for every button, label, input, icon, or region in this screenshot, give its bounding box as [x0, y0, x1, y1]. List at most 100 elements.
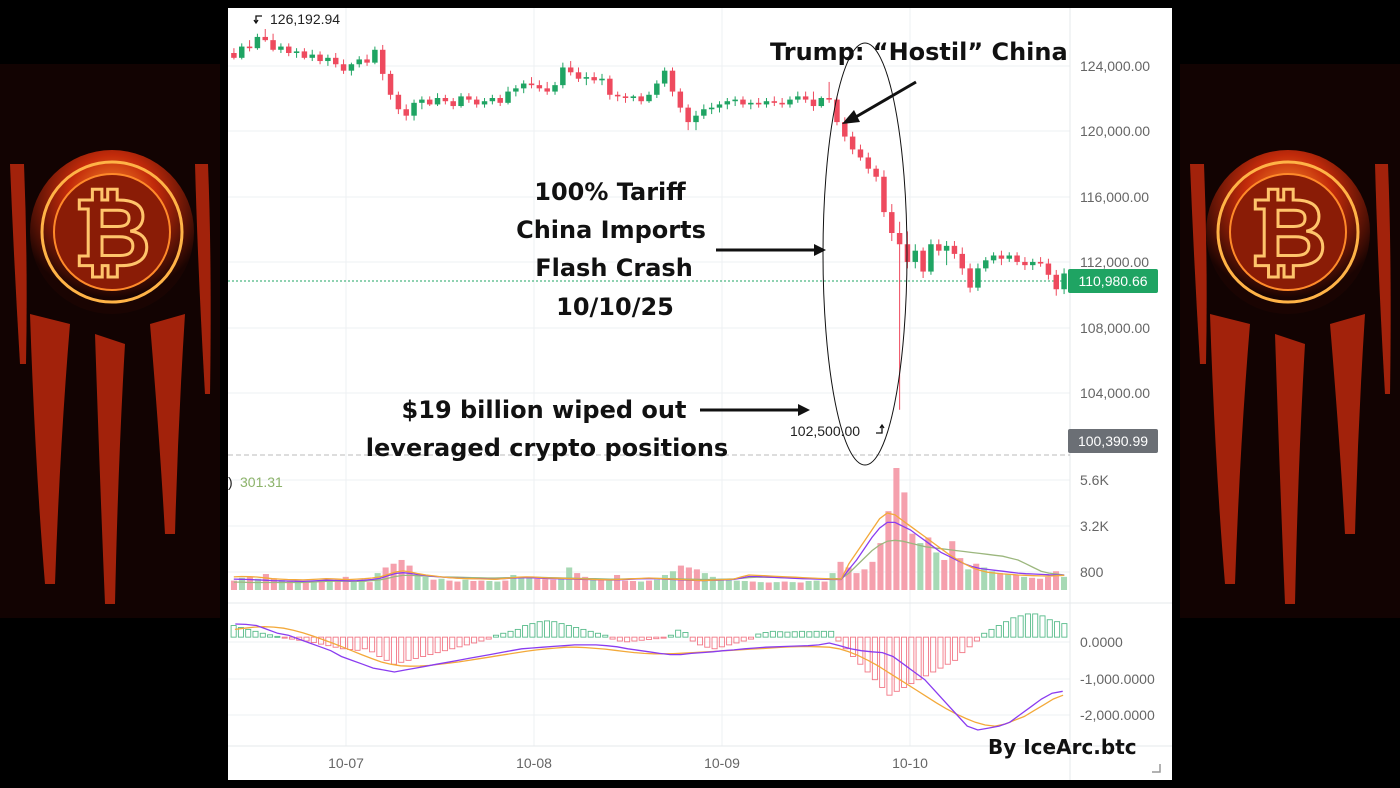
- macd-histogram-bar: [667, 634, 674, 638]
- volume-bar: [278, 580, 285, 590]
- macd-histogram-bar: [1054, 621, 1061, 638]
- candle-body: [810, 99, 817, 107]
- volume-bar: [414, 574, 421, 590]
- volume-pane: [230, 468, 1068, 590]
- volume-bar: [829, 573, 836, 590]
- candle-body: [998, 255, 1005, 259]
- macd-histogram-bar: [456, 636, 463, 648]
- candle-body: [1022, 261, 1028, 266]
- volume-bar: [933, 552, 940, 590]
- candle-body: [951, 245, 958, 254]
- low-marker: 102,500.00: [790, 423, 885, 439]
- macd-histogram-bar: [828, 630, 835, 638]
- candle-body: [434, 98, 441, 105]
- macd-histogram-bar: [1010, 617, 1017, 638]
- volume-bar: [478, 580, 485, 590]
- candle-body: [332, 57, 339, 65]
- macd-histogram-bar: [777, 631, 784, 638]
- macd-histogram-bar: [718, 636, 725, 648]
- volume-bar: [286, 581, 293, 590]
- macd-histogram-bar: [886, 636, 893, 696]
- volume-bar: [885, 511, 892, 590]
- volume-bar: [893, 468, 900, 590]
- candle-body: [411, 102, 417, 116]
- macd-histogram-bar: [908, 636, 915, 685]
- annotation-wiped-line: leveraged crypto positions: [366, 434, 728, 462]
- candle-body: [693, 115, 699, 123]
- volume-bar: [821, 581, 828, 590]
- arrow-up-right-icon: [876, 423, 885, 434]
- macd-histogram-bar: [930, 636, 937, 673]
- volume-bar: [637, 581, 645, 590]
- candle-body: [513, 88, 519, 92]
- volume-ma-line: [233, 521, 1065, 583]
- macd-histogram-bar: [259, 632, 266, 638]
- macd-histogram-bar: [434, 636, 441, 654]
- volume-bar: [270, 578, 277, 590]
- volume-legend-paren: ): [228, 474, 233, 490]
- volume-bar: [981, 567, 988, 590]
- candle-body: [802, 96, 809, 100]
- volume-bar: [598, 579, 605, 590]
- candle-body: [889, 212, 895, 233]
- candle-body: [239, 46, 245, 58]
- x-tick: 10-08: [516, 755, 552, 771]
- macd-tick: -2,000.0000: [1080, 707, 1155, 723]
- candle-body: [630, 96, 637, 98]
- volume-bar: [294, 580, 301, 590]
- macd-histogram-bar: [689, 636, 696, 642]
- volume-legend-value: 301.31: [240, 474, 283, 490]
- macd-line: [235, 623, 1063, 731]
- volume-bar: [997, 573, 1004, 590]
- volume-bar: [470, 580, 477, 590]
- candle-body: [748, 102, 754, 105]
- candle-body: [865, 157, 872, 169]
- macd-histogram-bar: [354, 636, 361, 651]
- candle-body: [372, 49, 378, 63]
- candle-body: [426, 99, 433, 105]
- volume-bar: [853, 573, 860, 590]
- candle-body: [567, 67, 574, 73]
- annotation-wiped-line: $19 billion wiped out: [402, 396, 687, 424]
- candle-body: [560, 67, 566, 86]
- volume-bar: [342, 576, 349, 590]
- candle-body: [591, 77, 597, 81]
- volume-bar: [486, 580, 493, 590]
- volume-bar: [534, 578, 541, 590]
- candle-body: [450, 101, 456, 107]
- resize-corner-icon[interactable]: [1152, 764, 1161, 773]
- candle-body: [677, 91, 684, 108]
- macd-histogram-bar: [835, 636, 842, 642]
- candle-body: [638, 96, 644, 102]
- volume-tick: 3.2K: [1080, 518, 1109, 534]
- candle-body: [466, 96, 472, 100]
- volume-bar: [334, 579, 341, 590]
- current-price-label: 110,980.66: [1078, 273, 1147, 289]
- macd-histogram-bar: [704, 636, 711, 648]
- candle-body: [920, 250, 926, 272]
- macd-histogram-bar: [952, 636, 959, 661]
- volume-bar: [941, 559, 948, 590]
- annotation-tariff-line: China Imports: [516, 216, 706, 244]
- volume-bar: [454, 581, 461, 590]
- macd-histogram-bar: [726, 636, 733, 646]
- volume-bar: [1052, 571, 1060, 590]
- candle-body: [1061, 273, 1067, 290]
- candle-body: [419, 99, 425, 103]
- macd-histogram-bar: [1003, 621, 1010, 638]
- volume-bar: [558, 578, 565, 590]
- volume-bar: [614, 574, 621, 590]
- macd-histogram-bar: [376, 636, 383, 657]
- macd-histogram-bar: [500, 632, 507, 638]
- bitcoin-symbol-left: ₿: [73, 180, 151, 287]
- volume-bar: [438, 578, 445, 590]
- bitcoin-symbol-right: ₿: [1249, 180, 1327, 287]
- volume-bar: [462, 579, 469, 590]
- macd-histogram-bar: [361, 636, 368, 650]
- volume-bar: [717, 578, 724, 590]
- macd-tick: -1,000.0000: [1080, 671, 1155, 687]
- candle-body: [544, 88, 550, 92]
- candle-body: [364, 59, 370, 63]
- macd-histogram-bar: [274, 635, 281, 638]
- macd-histogram-bar: [449, 636, 456, 650]
